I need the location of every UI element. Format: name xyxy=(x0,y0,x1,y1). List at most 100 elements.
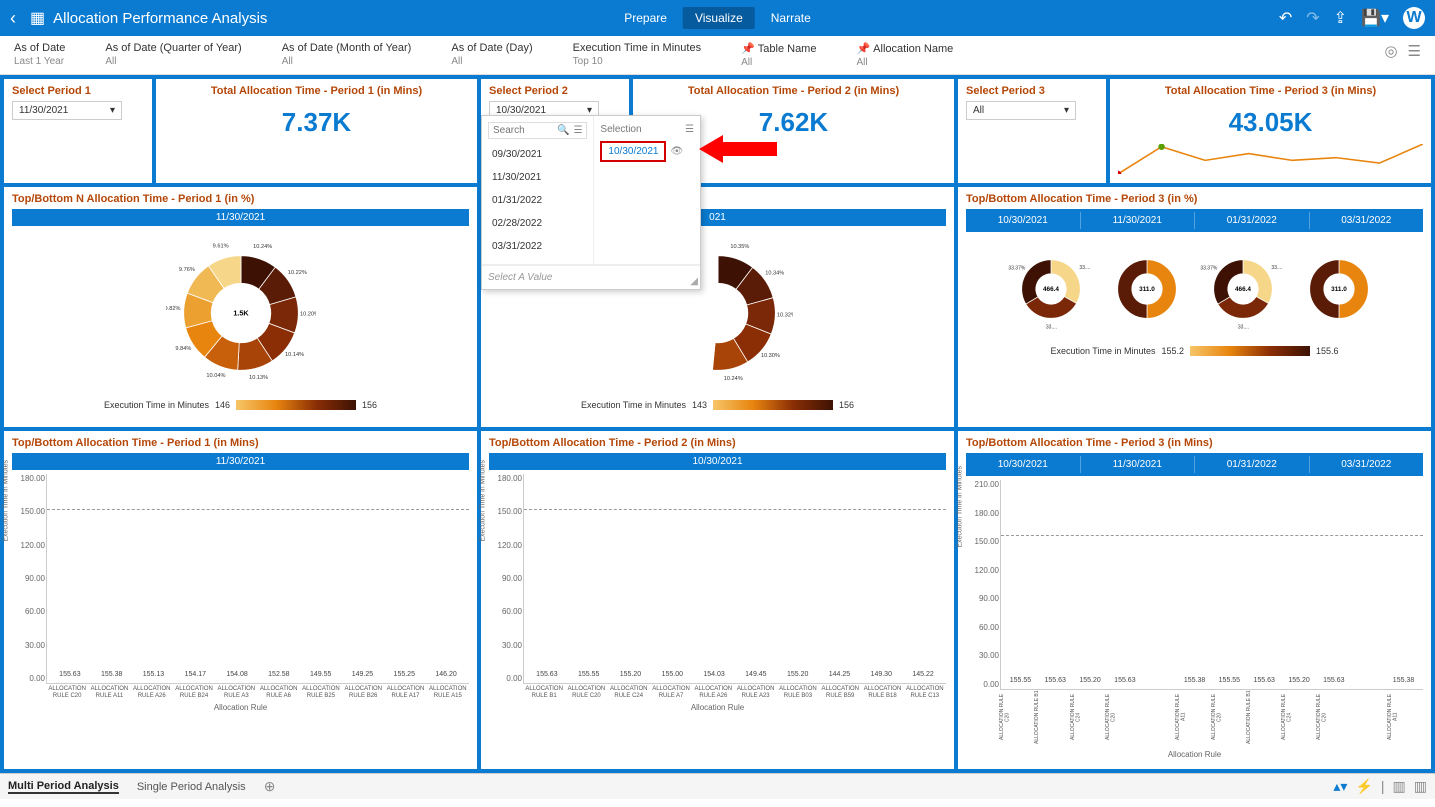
dropdown-option[interactable]: 03/31/2022 xyxy=(488,235,587,258)
svg-text:33....: 33.... xyxy=(1045,324,1056,330)
dropdown-option[interactable]: 02/28/2022 xyxy=(488,212,587,235)
x-label: ALLOCATION RULE C20 xyxy=(46,684,88,699)
back-button[interactable]: ‹ xyxy=(10,8,16,29)
donut-row: Top/Bottom N Allocation Time - Period 1 … xyxy=(4,187,1431,427)
chart-title: Top/Bottom N Allocation Time - Period 1 … xyxy=(12,193,469,205)
filter-item[interactable]: As of DateLast 1 Year xyxy=(14,42,65,67)
sheet-tab-multi[interactable]: Multi Period Analysis xyxy=(8,780,119,794)
svg-text:10.24%: 10.24% xyxy=(253,244,272,250)
layout2-icon[interactable]: ▥ xyxy=(1414,778,1427,795)
share-icon[interactable]: ⇪ xyxy=(1334,8,1347,28)
x-axis: ALLOCATION RULE C20ALLOCATION RULE B1ALL… xyxy=(1000,690,1423,746)
bar-card: Top/Bottom Allocation Time - Period 1 (i… xyxy=(4,431,477,769)
donut-card: Top/Bottom N Allocation Time - Period 1 … xyxy=(4,187,477,427)
x-label: ALLOCATION RULE B1 xyxy=(1035,690,1070,746)
list-icon[interactable]: ☰ xyxy=(1408,42,1421,60)
dropdown-footer: Select A Value xyxy=(482,265,700,289)
svg-text:10.22%: 10.22% xyxy=(287,270,306,276)
svg-text:10.24%: 10.24% xyxy=(723,376,742,382)
dropdown-panel: 🔍☰ 09/30/202111/30/202101/31/202202/28/2… xyxy=(481,115,701,290)
svg-text:10.32%: 10.32% xyxy=(776,313,792,319)
x-label: ALLOCATION RULE C24 xyxy=(1282,690,1317,746)
svg-text:10.04%: 10.04% xyxy=(206,373,225,379)
svg-text:33....: 33.... xyxy=(1079,265,1090,271)
svg-text:9.76%: 9.76% xyxy=(178,267,194,273)
svg-text:1.5K: 1.5K xyxy=(233,308,249,317)
chart-tab[interactable]: 03/31/2022 xyxy=(1310,456,1424,473)
chart-tab[interactable]: 11/30/2021 xyxy=(12,209,469,226)
list-icon[interactable]: ☰ xyxy=(685,124,694,135)
target-icon[interactable]: ◎ xyxy=(1384,42,1397,60)
add-sheet-button[interactable]: ⊕ xyxy=(264,778,276,795)
y-axis: 210.00180.00150.00120.0090.0060.0030.000… xyxy=(967,480,999,689)
bar-card: Top/Bottom Allocation Time - Period 2 (i… xyxy=(481,431,954,769)
filter-item[interactable]: 📌Allocation NameAll xyxy=(856,42,953,68)
x-label: ALLOCATION RULE A6 xyxy=(257,684,299,699)
sheet-tab-single[interactable]: Single Period Analysis xyxy=(137,781,246,793)
viz-icon[interactable]: ▴▾ xyxy=(1333,778,1347,795)
svg-text:10.34%: 10.34% xyxy=(765,271,784,277)
search-input[interactable] xyxy=(493,125,553,136)
tab-visualize[interactable]: Visualize xyxy=(683,7,755,29)
chart-tab[interactable]: 01/31/2022 xyxy=(1195,456,1310,473)
kpi-title: Total Allocation Time - Period 3 (in Min… xyxy=(1118,85,1423,97)
x-label: ALLOCATION RULE A11 xyxy=(1388,690,1423,746)
layout1-icon[interactable]: ▥ xyxy=(1393,778,1406,795)
bar-chart: 210.00180.00150.00120.0090.0060.0030.000… xyxy=(1000,480,1423,690)
dropdown-option[interactable]: 01/31/2022 xyxy=(488,189,587,212)
x-label xyxy=(1353,690,1388,746)
gradient-legend: Execution Time in Minutes155.2155.6 xyxy=(966,342,1423,360)
app-topbar: ‹ ▦ Allocation Performance Analysis Prep… xyxy=(0,0,1435,36)
filter-item[interactable]: Execution Time in MinutesTop 10 xyxy=(573,42,701,67)
list-icon[interactable]: ☰ xyxy=(573,125,582,136)
chart-tab[interactable]: 10/30/2021 xyxy=(966,212,1081,229)
x-label: ALLOCATION RULE B1 xyxy=(1247,690,1282,746)
resize-handle[interactable]: ◢ xyxy=(690,276,698,287)
eye-icon[interactable]: 👁 xyxy=(670,146,683,157)
dashboard: Select Period 1 11/30/2021▾ Total Allocat… xyxy=(0,75,1435,773)
x-label: ALLOCATION RULE B25 xyxy=(300,684,342,699)
filter-item[interactable]: 📌Table NameAll xyxy=(741,42,816,68)
chart-tab[interactable]: 11/30/2021 xyxy=(1081,212,1196,229)
bar-chart: 180.00150.00120.0090.0060.0030.000.00 15… xyxy=(523,474,946,684)
tab-narrate[interactable]: Narrate xyxy=(759,7,823,29)
chart-tab[interactable]: 01/31/2022 xyxy=(1195,212,1310,229)
svg-text:311.0: 311.0 xyxy=(1331,286,1347,293)
x-axis-title: Allocation Rule xyxy=(12,699,469,716)
filter-item[interactable]: As of Date (Day)All xyxy=(451,42,532,67)
dropdown-option[interactable]: 11/30/2021 xyxy=(488,166,587,189)
filter-bar-icons: ◎ ☰ xyxy=(1384,42,1421,60)
period-dropdown[interactable]: All▾ xyxy=(966,101,1076,120)
filter-item[interactable]: As of Date (Quarter of Year)All xyxy=(105,42,241,67)
dropdown-search[interactable]: 🔍☰ xyxy=(488,122,587,139)
svg-text:10.35%: 10.35% xyxy=(730,244,749,250)
chart-tab[interactable]: 10/30/2021 xyxy=(966,456,1081,473)
chart-icon: ▦ xyxy=(30,8,45,28)
x-label: ALLOCATION RULE A11 xyxy=(1176,690,1211,746)
dropdown-option[interactable]: 09/30/2021 xyxy=(488,143,587,166)
chart-title: Top/Bottom Allocation Time - Period 3 (i… xyxy=(966,437,1423,449)
period-selector-card: Select Period 1 11/30/2021▾ xyxy=(4,79,152,183)
selector-title: Select Period 2 xyxy=(489,85,621,97)
tab-prepare[interactable]: Prepare xyxy=(612,7,679,29)
redo-icon[interactable]: ↷ xyxy=(1306,8,1319,28)
x-label: ALLOCATION RULE C20 xyxy=(1106,690,1141,746)
kpi-value: 7.37K xyxy=(164,107,469,138)
x-label: ALLOCATION RULE C24 xyxy=(1071,690,1106,746)
svg-text:466.4: 466.4 xyxy=(1234,286,1250,293)
bolt-icon[interactable]: ⚡ xyxy=(1355,778,1372,795)
filter-item[interactable]: As of Date (Month of Year)All xyxy=(282,42,412,67)
undo-icon[interactable]: ↶ xyxy=(1279,8,1292,28)
x-label: ALLOCATION RULE B59 xyxy=(819,684,861,699)
svg-text:33....: 33.... xyxy=(1271,265,1282,271)
chart-tab[interactable]: 10/30/2021 xyxy=(489,453,946,470)
svg-text:9.61%: 9.61% xyxy=(212,244,228,250)
period-dropdown[interactable]: 11/30/2021▾ xyxy=(12,101,122,120)
chart-tab[interactable]: 03/31/2022 xyxy=(1310,212,1424,229)
chart-tab[interactable]: 11/30/2021 xyxy=(12,453,469,470)
selected-value[interactable]: 10/30/2021 xyxy=(600,141,666,162)
save-icon[interactable]: 💾▾ xyxy=(1361,8,1389,28)
chart-tab[interactable]: 11/30/2021 xyxy=(1081,456,1196,473)
user-avatar[interactable]: W xyxy=(1403,7,1425,29)
svg-text:10.14%: 10.14% xyxy=(285,352,304,358)
